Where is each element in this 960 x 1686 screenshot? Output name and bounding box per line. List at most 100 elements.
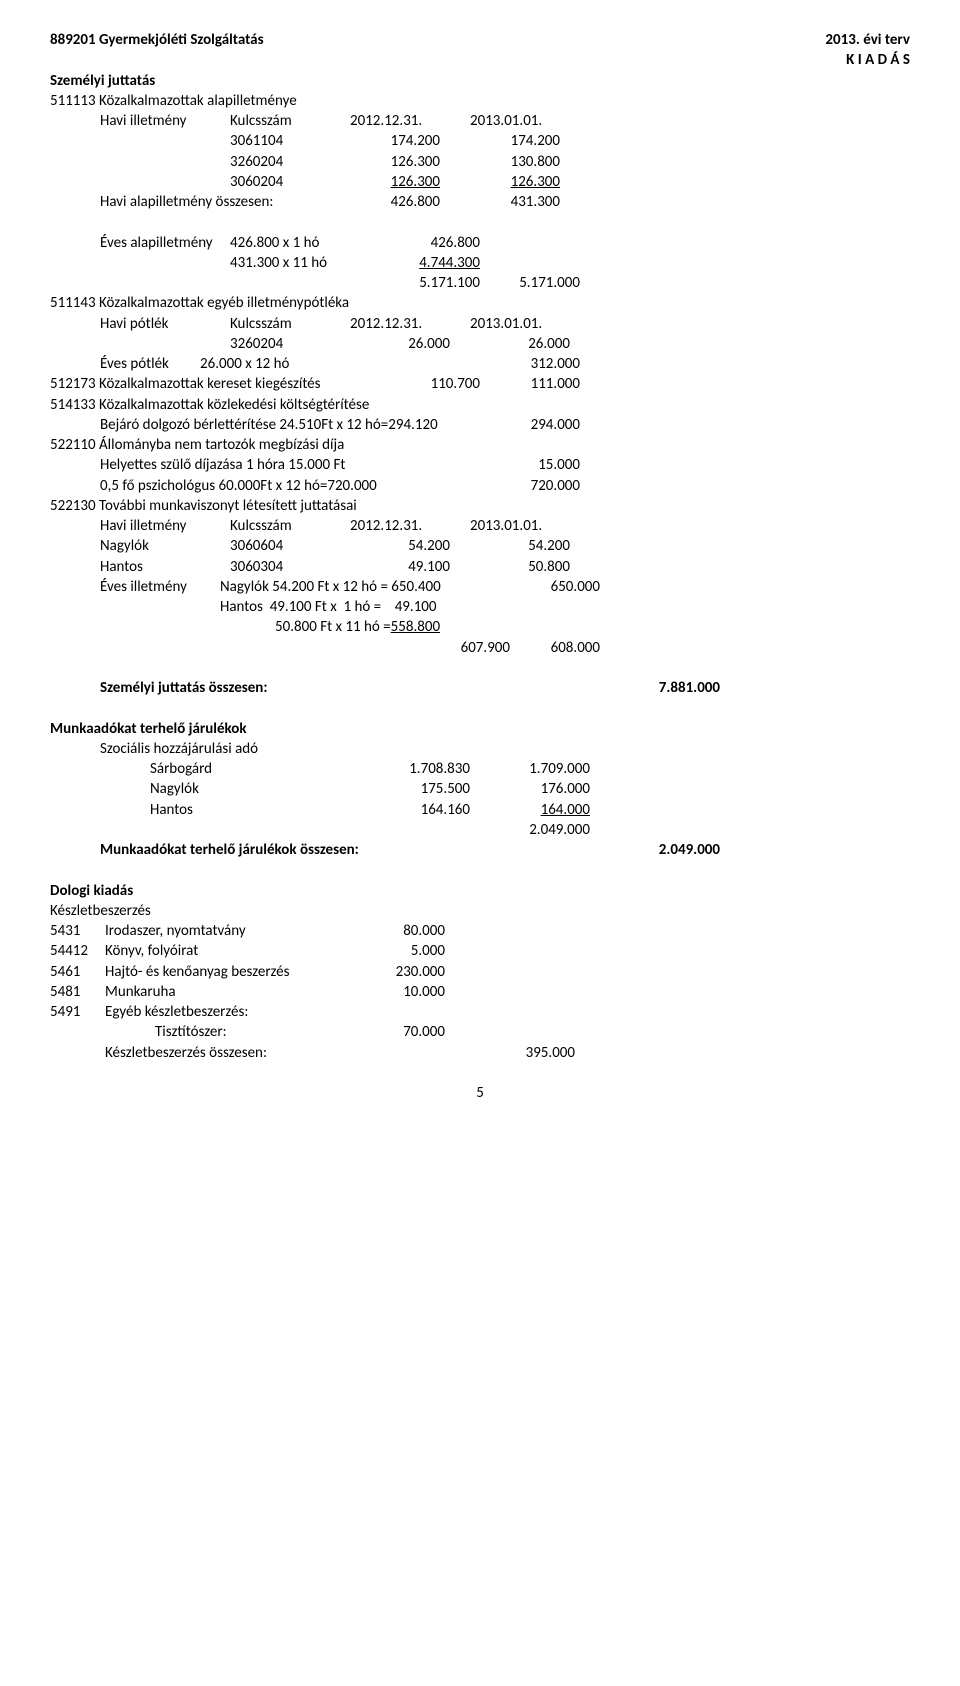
dologi-r5: 5491 Egyéb készletbeszerzés: xyxy=(50,1002,910,1022)
cell: 80.000 xyxy=(365,921,445,941)
cell: 431.300 xyxy=(440,192,560,212)
szemelyi-sum-val: 7.881.000 xyxy=(600,678,720,698)
s511143-eves: Éves pótlék 26.000 x 12 hó 312.000 xyxy=(50,354,910,374)
cell: 3260204 xyxy=(230,334,350,354)
s522130-r2: Hantos 3060304 49.100 50.800 xyxy=(50,557,910,577)
dologi-r1: 5431 Irodaszer, nyomtatvány 80.000 xyxy=(50,921,910,941)
s522130-eves-tot: 607.900 608.000 xyxy=(50,638,910,658)
s522130-header-row: Havi illetmény Kulcsszám 2012.12.31. 201… xyxy=(50,516,910,536)
s511143-r1: 3260204 26.000 26.000 xyxy=(50,334,910,354)
szemelyi-sum: Személyi juttatás összesen: 7.881.000 xyxy=(50,678,910,698)
s522110-l1: Helyettes szülő díjazása 1 hóra 15.000 F… xyxy=(50,455,910,475)
s522130-title: 522130 További munkaviszonyt létesített … xyxy=(50,496,910,516)
cell: 130.800 xyxy=(440,152,560,172)
s511113-title: 511113 Közalkalmazottak alapilletménye xyxy=(50,91,910,111)
cell: Irodaszer, nyomtatvány xyxy=(105,921,365,941)
cell: 174.200 xyxy=(440,131,560,151)
s511113-sum: Havi alapilletmény összesen: 426.800 431… xyxy=(50,192,910,212)
cell: 126.300 xyxy=(350,172,440,192)
dologi-r5a: Tisztítószer: 70.000 xyxy=(50,1022,910,1042)
cell: Hantos xyxy=(150,800,350,820)
s511113-eves-r1: Éves alapilletmény 426.800 x 1 hó 426.80… xyxy=(50,233,910,253)
dologi-sub: Készletbeszerzés xyxy=(50,901,910,921)
header-kiadas-row: K I A D Á S xyxy=(50,50,910,70)
cell: 126.300 xyxy=(350,152,440,172)
page-header: 889201 Gyermekjóléti Szolgáltatás 2013. … xyxy=(50,30,910,50)
cell: 1.708.830 xyxy=(350,759,470,779)
dologi-sum: Készletbeszerzés összesen: 395.000 xyxy=(50,1043,910,1063)
s511143-title: 511143 Közalkalmazottak egyéb illetményp… xyxy=(50,293,910,313)
cell: 110.700 xyxy=(410,374,480,394)
cell: 54.200 xyxy=(350,536,450,556)
cell: 176.000 xyxy=(470,779,590,799)
s511113-r2: 3260204 126.300 130.800 xyxy=(50,152,910,172)
cell: 3060204 xyxy=(230,172,350,192)
hdr-label: Havi illetmény xyxy=(100,516,230,536)
s511113-header-row: Havi illetmény Kulcsszám 2012.12.31. 201… xyxy=(50,111,910,131)
cell: Helyettes szülő díjazása 1 hóra 15.000 F… xyxy=(100,455,500,475)
dologi-r2: 54412 Könyv, folyóirat 5.000 xyxy=(50,941,910,961)
hdr-label: Havi pótlék xyxy=(100,314,230,334)
cell: 54.200 xyxy=(450,536,570,556)
header-kiadas: K I A D Á S xyxy=(846,50,910,70)
cell: 111.000 xyxy=(480,374,580,394)
s511113-hdr-col3: 2013.01.01. xyxy=(470,111,590,131)
section-szemelyi: Személyi juttatás xyxy=(50,71,910,91)
cell: Nagylók 54.200 Ft x 12 hó = 650.400 xyxy=(220,577,510,597)
cell: 426.800 xyxy=(390,233,480,253)
s522130-r1: Nagylók 3060604 54.200 54.200 xyxy=(50,536,910,556)
s511113-r1: 3061104 174.200 174.200 xyxy=(50,131,910,151)
s522110-title: 522110 Állományba nem tartozók megbízási… xyxy=(50,435,910,455)
cell: 126.300 xyxy=(440,172,560,192)
munkaadok-sum: Munkaadókat terhelő járulékok összesen: … xyxy=(50,840,910,860)
s522110-l2: 0,5 fő pszichológus 60.000Ft x 12 hó=720… xyxy=(50,476,910,496)
cell: Hantos 49.100 Ft x 1 hó = 49.100 xyxy=(220,597,510,617)
cell: 395.000 xyxy=(425,1043,575,1063)
header-year: 2013. évi terv xyxy=(825,30,910,50)
cell: 426.800 xyxy=(350,192,440,212)
cell: 2.049.000 xyxy=(470,820,590,840)
s511113-hdr-col2: 2012.12.31. xyxy=(350,111,470,131)
cell: 2012.12.31. xyxy=(350,314,470,334)
s511113-eves-tot: 5.171.100 5.171.000 xyxy=(50,273,910,293)
s522130-eves-r3: 50.800 Ft x 11 hó = 558.800 xyxy=(50,617,910,637)
cell: 5431 xyxy=(50,921,105,941)
cell: 54412 xyxy=(50,941,105,961)
cell: Készletbeszerzés összesen: xyxy=(105,1043,425,1063)
s511113-sum-label: Havi alapilletmény összesen: xyxy=(100,192,350,212)
cell: 607.900 xyxy=(410,638,510,658)
munkaadok-title: Munkaadókat terhelő járulékok xyxy=(50,719,910,739)
cell: 312.000 xyxy=(350,354,580,374)
cell: 70.000 xyxy=(365,1022,445,1042)
cell: 2013.01.01. xyxy=(470,314,590,334)
s514133-line: Bejáró dolgozó bérlettérítése 24.510Ft x… xyxy=(50,415,910,435)
dologi-r4: 5481 Munkaruha 10.000 xyxy=(50,982,910,1002)
cell: 4.744.300 xyxy=(390,253,480,273)
cell: 3060604 xyxy=(230,536,350,556)
header-title: 889201 Gyermekjóléti Szolgáltatás xyxy=(50,30,264,50)
cell: Tisztítószer: xyxy=(155,1022,365,1042)
s511113-r3: 3060204 126.300 126.300 xyxy=(50,172,910,192)
s522130-eves-r2: Hantos 49.100 Ft x 1 hó = 49.100 xyxy=(50,597,910,617)
cell: 558.800 xyxy=(391,617,440,637)
cell: Kulcsszám xyxy=(230,314,350,334)
szemelyi-sum-label: Személyi juttatás összesen: xyxy=(100,678,600,698)
cell: Könyv, folyóirat xyxy=(105,941,365,961)
cell: Egyéb készletbeszerzés: xyxy=(105,1002,365,1022)
cell: 1.709.000 xyxy=(470,759,590,779)
cell: 5.000 xyxy=(365,941,445,961)
cell: 5491 xyxy=(50,1002,105,1022)
cell: Hajtó- és kenőanyag beszerzés xyxy=(105,962,365,982)
cell: 5481 xyxy=(50,982,105,1002)
cell: 3260204 xyxy=(230,152,350,172)
munkaadok-sum-label: Munkaadókat terhelő járulékok összesen: xyxy=(100,840,600,860)
cell: Bejáró dolgozó bérlettérítése 24.510Ft x… xyxy=(100,415,500,435)
cell: Sárbogárd xyxy=(150,759,350,779)
cell: 5461 xyxy=(50,962,105,982)
cell: 175.500 xyxy=(350,779,470,799)
cell: 10.000 xyxy=(365,982,445,1002)
dologi-title: Dologi kiadás xyxy=(50,881,910,901)
cell: 174.200 xyxy=(350,131,440,151)
cell: Nagylók xyxy=(150,779,350,799)
cell: 49.100 xyxy=(350,557,450,577)
